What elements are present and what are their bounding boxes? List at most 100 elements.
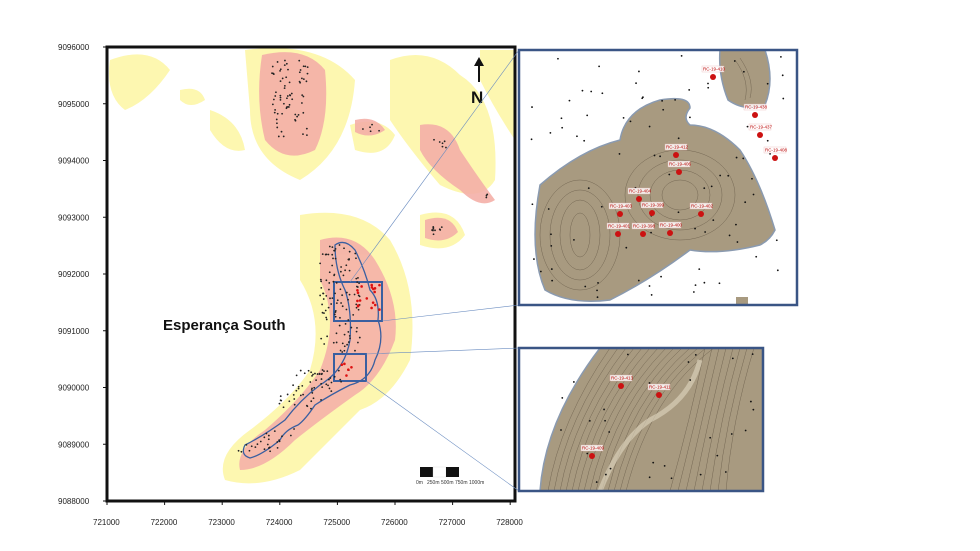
drill-hole <box>299 69 302 71</box>
drill-hole <box>731 357 734 360</box>
drill-hole-highlight <box>356 291 360 295</box>
drill-hole-highlight <box>378 308 381 311</box>
drill-hole-label: RC-19-438 <box>745 105 768 110</box>
drill-hole <box>703 281 706 284</box>
drill-hole <box>348 334 351 337</box>
drill-hole <box>331 297 334 300</box>
drill-hole <box>328 288 330 291</box>
drill-hole-marker[interactable] <box>673 152 679 158</box>
drill-hole <box>325 318 328 321</box>
drill-hole-marker[interactable] <box>656 392 662 398</box>
drill-hole <box>781 74 784 77</box>
drill-hole <box>312 373 314 376</box>
drill-hole <box>335 302 338 304</box>
drill-hole <box>291 98 294 101</box>
drill-hole-highlight <box>358 299 362 302</box>
lower-inset-locator[interactable] <box>333 353 367 382</box>
drill-hole <box>276 441 279 443</box>
drill-hole <box>369 126 371 129</box>
drill-hole <box>735 156 738 159</box>
heatmap-layer: /* placeholder */ <box>109 48 515 484</box>
drill-hole <box>587 187 590 190</box>
drill-hole-marker[interactable] <box>640 231 646 237</box>
drill-hole <box>254 446 257 449</box>
drill-hole <box>334 247 337 250</box>
drill-hole-marker[interactable] <box>772 155 778 161</box>
drill-hole <box>297 113 300 116</box>
drill-hole <box>275 91 277 94</box>
drill-hole <box>638 70 640 73</box>
drill-holes-main <box>237 59 489 453</box>
drill-hole-highlight <box>356 299 359 303</box>
drill-hole-marker[interactable] <box>757 132 763 138</box>
drill-hole-label: RC-19-413 <box>611 376 634 381</box>
drill-hole-marker[interactable] <box>698 211 704 217</box>
drill-hole <box>300 77 303 80</box>
drill-hole <box>618 153 621 155</box>
drill-hole <box>331 253 334 256</box>
drill-hole <box>326 370 329 373</box>
drill-hole-highlight <box>360 285 363 288</box>
drill-hole <box>347 341 350 343</box>
drill-hole <box>432 233 435 236</box>
drill-hole-marker[interactable] <box>710 74 716 80</box>
drill-hole <box>237 449 240 452</box>
drill-hole <box>341 342 344 345</box>
drill-hole-marker[interactable] <box>667 230 673 236</box>
drill-hole <box>331 264 334 267</box>
x-tick-label: 728000 <box>496 518 523 527</box>
drill-hole <box>320 337 323 340</box>
drill-hole <box>263 448 266 451</box>
drill-hole <box>281 112 284 115</box>
drill-hole <box>325 295 328 297</box>
drill-hole-marker[interactable] <box>752 112 758 118</box>
drill-hole <box>320 378 323 380</box>
drill-hole <box>677 137 680 140</box>
drill-hole <box>358 282 360 285</box>
drill-hole <box>327 384 329 387</box>
drill-hole-marker[interactable] <box>589 453 595 459</box>
drill-hole <box>354 252 357 255</box>
drill-hole <box>278 402 281 405</box>
drill-hole <box>327 253 330 256</box>
drill-hole <box>356 281 359 284</box>
scale-750: 750m <box>455 480 468 486</box>
drill-hole <box>311 387 313 390</box>
drill-hole-highlight <box>357 304 360 307</box>
drill-hole-marker[interactable] <box>618 383 624 389</box>
drill-hole <box>670 477 673 480</box>
upper-inset-frame <box>517 48 799 307</box>
drill-hole <box>297 385 300 388</box>
drill-hole-marker[interactable] <box>617 211 623 217</box>
drill-hole <box>301 94 304 97</box>
drill-hole <box>755 255 758 258</box>
drill-hole-marker[interactable] <box>615 231 621 237</box>
drill-hole <box>663 464 666 467</box>
drill-hole <box>332 341 335 344</box>
drill-hole <box>302 95 305 98</box>
drill-hole <box>707 82 709 85</box>
drill-hole <box>601 92 604 95</box>
drill-hole-marker[interactable] <box>649 210 655 216</box>
orebody-outline <box>242 241 382 459</box>
drill-hole <box>279 98 282 101</box>
x-tick-label: 727000 <box>439 518 466 527</box>
drill-hole <box>340 302 342 304</box>
drill-hole <box>680 54 683 57</box>
drill-hole <box>319 262 322 265</box>
drill-hole <box>608 431 611 433</box>
drill-hole <box>290 92 293 95</box>
y-tick-label: 9088000 <box>58 497 90 506</box>
drill-hole <box>297 387 300 390</box>
drill-hole <box>346 343 349 346</box>
drill-hole <box>279 94 282 97</box>
drill-hole-marker[interactable] <box>636 196 642 202</box>
y-tick-label: 9090000 <box>58 384 90 393</box>
drill-hole-marker[interactable] <box>676 169 682 175</box>
drill-hole-label: RC-19-437 <box>750 125 773 130</box>
drill-hole <box>560 117 563 120</box>
drill-hole-label: RC-19-401 <box>608 224 631 229</box>
drill-hole <box>588 419 591 422</box>
drill-hole <box>766 139 769 142</box>
drill-hole-highlight <box>347 368 350 372</box>
